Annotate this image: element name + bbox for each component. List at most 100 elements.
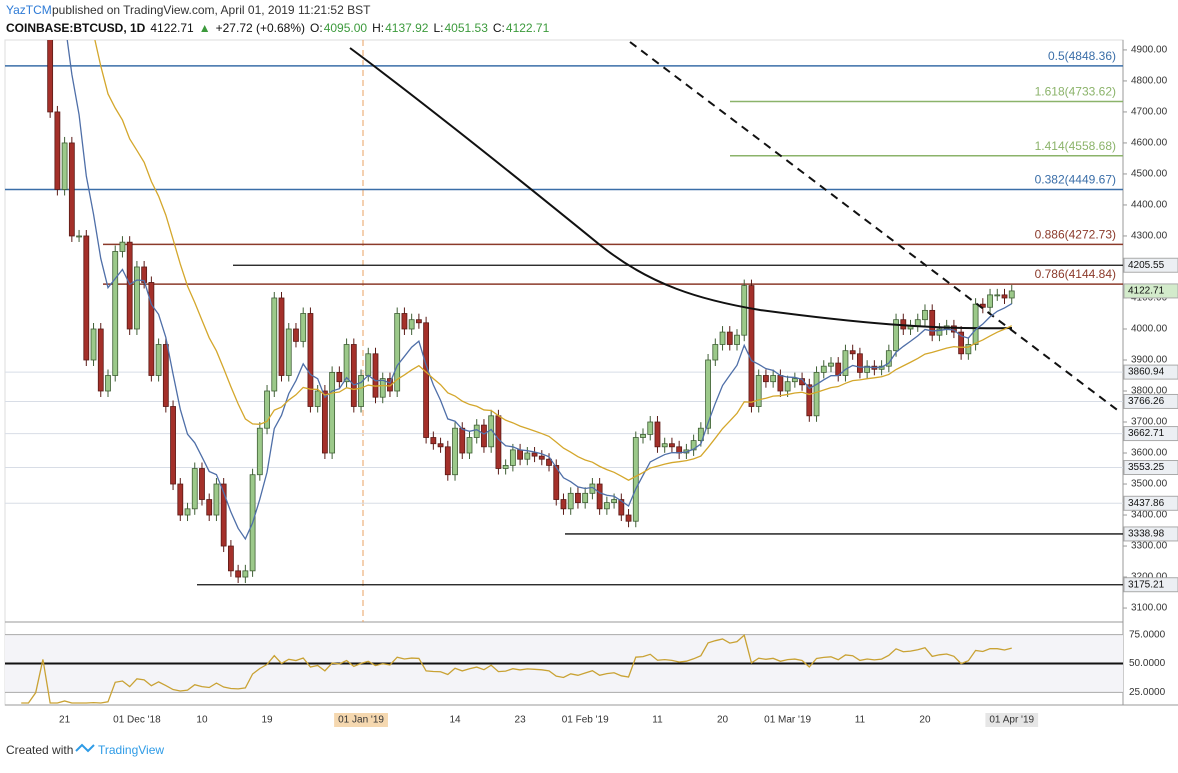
candle-body: [632, 437, 639, 522]
candle-body: [741, 285, 748, 336]
moving-average: [66, 40, 1013, 541]
candle-body: [857, 353, 863, 373]
y-tick-label: 3500.00: [1131, 479, 1168, 490]
candle-body: [430, 437, 437, 445]
candle-body: [206, 499, 213, 516]
level-label-box: [1123, 495, 1178, 511]
candle-body: [97, 328, 104, 392]
candle-body: [336, 371, 343, 383]
candle-body: [625, 514, 632, 522]
candle-body: [199, 468, 205, 500]
ohlc-value: 4137.92: [385, 21, 429, 35]
candle-body: [994, 294, 1001, 297]
candle-body: [784, 381, 791, 392]
candle-body: [184, 508, 191, 516]
candle-body: [951, 325, 957, 333]
x-tick-label: 14: [449, 715, 461, 726]
candle-body: [68, 142, 75, 237]
level-label: 3860.94: [1128, 367, 1165, 378]
candle-body: [408, 319, 415, 330]
ohlc-label: H:: [372, 21, 384, 35]
candle-body: [112, 251, 119, 376]
candle-body: [61, 142, 68, 190]
candle-body: [922, 309, 928, 321]
candle-body: [538, 455, 545, 460]
candle-body: [170, 406, 176, 485]
x-tick-label: 20: [717, 715, 729, 726]
candle-body: [726, 331, 733, 345]
change: +27.72 (+0.68%): [216, 21, 305, 35]
candle-body: [640, 434, 646, 438]
fib-label: 0.382(4449.67): [1035, 173, 1116, 187]
x-tick-label: 11: [855, 715, 866, 726]
candle-body: [582, 492, 589, 504]
level-label-box: [1123, 257, 1178, 273]
candle-body: [372, 353, 379, 398]
level-label: 3662.71: [1128, 428, 1165, 439]
candle-body: [343, 344, 350, 383]
x-tick-highlight: [334, 713, 388, 727]
brand-logo: [75, 743, 95, 753]
candle-body: [914, 319, 921, 327]
footer-brand[interactable]: TradingView: [98, 743, 164, 757]
y-tick-label: 4600.00: [1131, 138, 1168, 149]
candle-body: [177, 483, 184, 516]
x-tick-highlight: [985, 713, 1039, 727]
last-price: 4122.71: [150, 21, 194, 35]
candle-body: [264, 390, 270, 429]
candle-body: [669, 443, 675, 448]
candle-body: [553, 465, 560, 500]
symbol: COINBASE:BTCUSD, 1D: [6, 21, 146, 35]
y-tick-label: 3900.00: [1131, 355, 1168, 366]
candle-body: [350, 344, 357, 407]
candle-body: [697, 427, 704, 442]
ohlc-label: O:: [310, 21, 323, 35]
candle-body: [531, 452, 538, 457]
ohlc-value: 4122.71: [506, 21, 550, 35]
fib-label: 0.786(4144.84): [1035, 267, 1116, 281]
y-tick-label: 4500.00: [1131, 169, 1168, 180]
level-label: 3553.25: [1128, 462, 1165, 473]
candle-body: [1001, 294, 1008, 299]
candle-body: [705, 359, 711, 429]
candle-body: [748, 285, 755, 407]
candle-body: [227, 545, 234, 572]
candle-body: [1008, 290, 1015, 299]
candle-body: [293, 328, 299, 342]
ohlc-label: C:: [493, 21, 505, 35]
y-tick-label: 4800.00: [1131, 76, 1168, 87]
ohlc-value: 4095.00: [324, 21, 368, 35]
candle-body: [893, 319, 899, 352]
candle-body: [864, 365, 871, 373]
published-info: published on TradingView.com, April 01, …: [52, 3, 371, 17]
fib-label: 0.886(4272.73): [1035, 228, 1116, 242]
candle-body: [394, 313, 401, 392]
candle-body: [828, 362, 834, 367]
x-tick-label: 01 Feb '19: [562, 715, 609, 726]
y-tick-label: 3400.00: [1131, 510, 1168, 521]
candle-body: [191, 468, 198, 510]
level-label-box: [1123, 364, 1178, 380]
candle-body: [958, 331, 965, 355]
author[interactable]: YazTCM: [6, 3, 52, 17]
candle-body: [719, 331, 726, 345]
candle-body: [481, 424, 487, 448]
candle-body: [987, 294, 993, 308]
y-tick-label: 4300.00: [1131, 231, 1168, 242]
candle-body: [770, 375, 777, 383]
x-tick-label: 21: [59, 715, 71, 726]
candle-body: [936, 328, 943, 336]
y-tick-label: 4400.00: [1131, 200, 1168, 211]
candle-body: [755, 375, 762, 407]
x-tick-label: 01 Dec '18: [113, 715, 161, 726]
candle-body: [806, 384, 813, 417]
candle-body: [965, 344, 972, 355]
rsi-level-label: 50.0000: [1129, 658, 1166, 669]
candle-body: [517, 449, 523, 460]
candle-body: [611, 499, 617, 504]
candle-body: [300, 313, 307, 342]
candle-body: [242, 570, 249, 578]
candle-body: [358, 375, 364, 407]
candle-body: [321, 390, 328, 454]
